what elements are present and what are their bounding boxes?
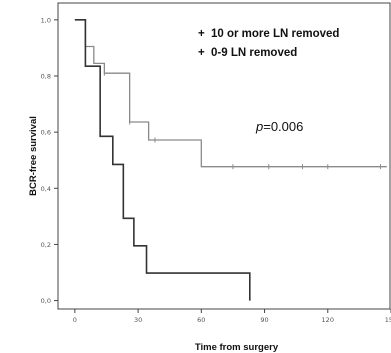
series-line-1 bbox=[74, 19, 251, 301]
y-tick-label-3: 0,6 bbox=[41, 129, 51, 137]
p-symbol: p bbox=[255, 119, 263, 134]
series-layer bbox=[74, 19, 387, 301]
series-line-0 bbox=[74, 19, 387, 168]
p-value: =0.006 bbox=[263, 119, 303, 134]
y-tick-label-5: 1,0 bbox=[41, 16, 51, 24]
x-tick-label-0: 0 bbox=[73, 316, 77, 324]
x-axis: 0 30 60 90 120 150 bbox=[73, 309, 391, 324]
x-tick-label-4: 120 bbox=[322, 316, 334, 324]
legend-marker-0: + bbox=[198, 28, 205, 40]
y-axis: 0,0 0,2 0,4 0,6 0,8 1,0 bbox=[41, 16, 58, 305]
y-axis-label: BCR-free survival bbox=[28, 116, 39, 196]
y-tick-label-2: 0,4 bbox=[41, 185, 51, 193]
legend: + 10 or more LN removed + 0-9 LN removed bbox=[198, 28, 339, 59]
p-value-annotation: p=0.006 bbox=[255, 119, 303, 134]
legend-entry-0-9: 0-9 LN removed bbox=[211, 47, 297, 59]
x-tick-label-5: 150 bbox=[385, 316, 391, 324]
y-tick-label-4: 0,8 bbox=[41, 72, 51, 80]
y-tick-label-1: 0,2 bbox=[41, 241, 51, 249]
x-tick-label-3: 90 bbox=[260, 316, 268, 324]
x-tick-label-2: 60 bbox=[197, 316, 205, 324]
legend-marker-1: + bbox=[198, 47, 205, 59]
x-axis-label: Time from surgery bbox=[195, 342, 279, 353]
y-tick-label-0: 0,0 bbox=[41, 297, 51, 305]
legend-entry-10-or-more: 10 or more LN removed bbox=[211, 28, 339, 40]
x-tick-label-1: 30 bbox=[134, 316, 142, 324]
